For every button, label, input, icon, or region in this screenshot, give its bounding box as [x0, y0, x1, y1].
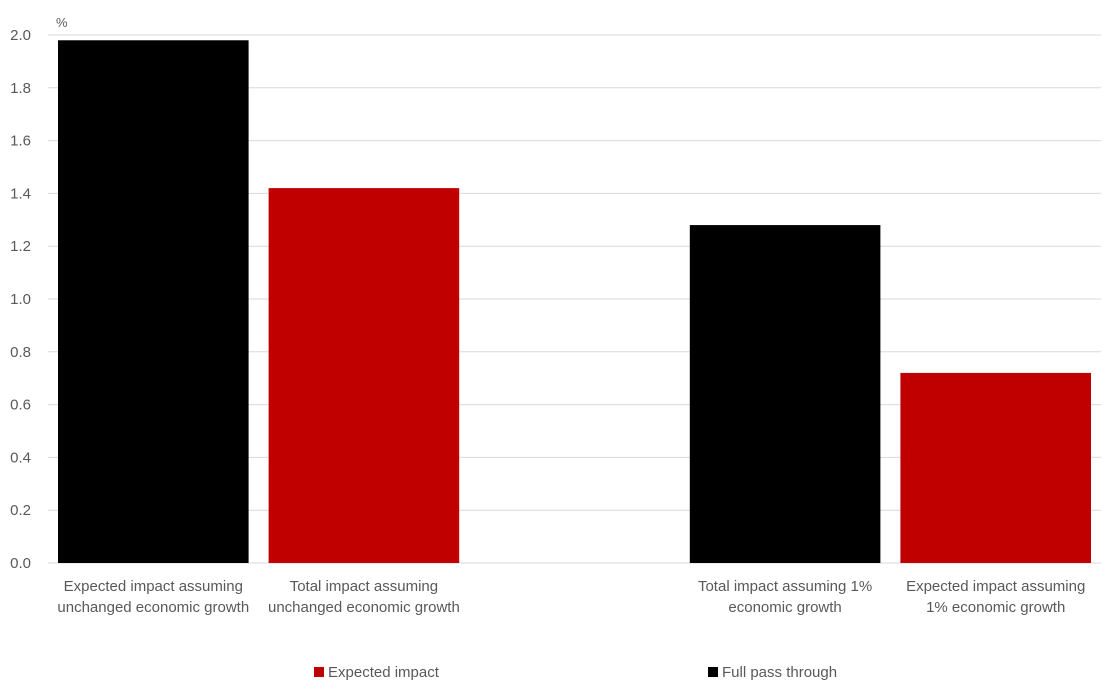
y-tick-label: 1.6	[10, 133, 31, 150]
bar	[900, 372, 1091, 563]
y-tick-label: 1.2	[10, 238, 31, 255]
y-tick-label: 1.4	[10, 185, 31, 202]
bars	[58, 40, 1091, 563]
y-axis-tick-labels: 0.0 0.2 0.4 0.6 0.8 1.0 1.2 1.4 1.6 1.8 2.0	[10, 27, 31, 572]
x-category-label: Expected impact assuming unchanged econom…	[57, 578, 249, 616]
y-tick-label: 0.2	[10, 502, 31, 519]
y-tick-label: 1.0	[10, 291, 31, 308]
legend: Expected impact Full pass through	[314, 664, 837, 681]
y-tick-label: 2.0	[10, 27, 31, 44]
x-category-label: Expected impact assuming 1% economic grow…	[906, 578, 1085, 616]
bar	[268, 188, 460, 563]
legend-label: Full pass through	[722, 664, 837, 681]
x-category-label: Total impact assuming unchanged economic …	[268, 578, 460, 616]
y-tick-label: 0.0	[10, 555, 31, 572]
legend-swatch	[314, 667, 324, 677]
x-axis-category-labels: Expected impact assuming unchanged econom…	[57, 578, 1085, 616]
y-tick-label: 1.8	[10, 80, 31, 97]
bar	[58, 40, 249, 563]
y-tick-label: 0.8	[10, 344, 31, 361]
x-category-label: Total impact assuming 1% economic growth	[698, 578, 872, 616]
bar	[689, 225, 881, 563]
legend-swatch	[708, 667, 718, 677]
y-tick-label: 0.6	[10, 397, 31, 414]
legend-label: Expected impact	[328, 664, 440, 681]
y-tick-label: 0.4	[10, 449, 31, 466]
y-axis-unit-label: %	[56, 15, 68, 30]
